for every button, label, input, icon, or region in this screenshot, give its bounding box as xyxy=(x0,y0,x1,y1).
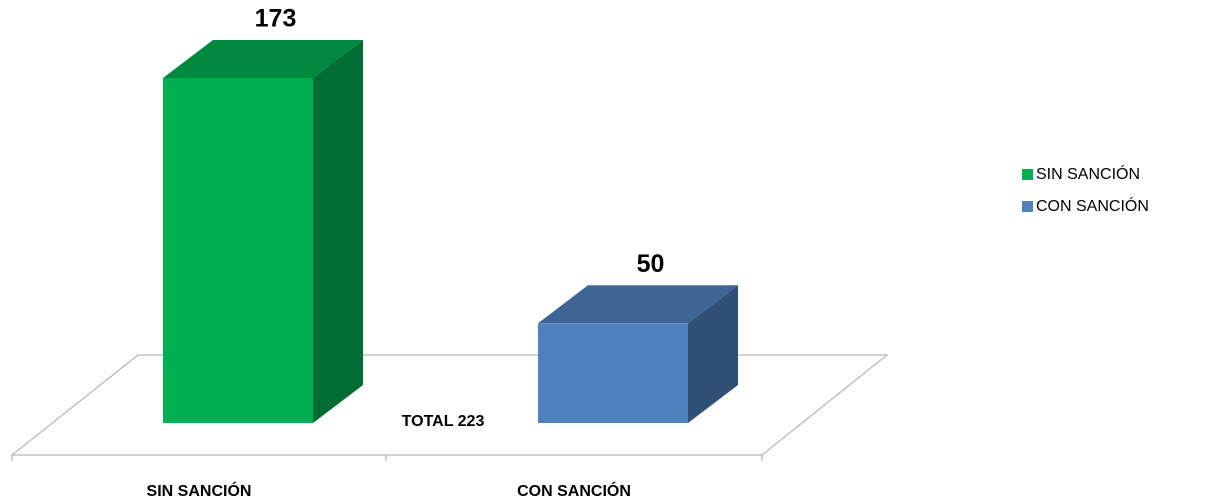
x-tick-label: SIN SANCIÓN xyxy=(147,481,252,499)
bar xyxy=(163,78,313,423)
bar-side xyxy=(313,40,363,423)
legend-label: CON SANCIÓN xyxy=(1036,196,1149,215)
bar xyxy=(538,323,688,423)
bar-top xyxy=(163,40,363,78)
x-tick-label: CON SANCIÓN xyxy=(517,481,631,499)
floor xyxy=(10,354,889,456)
value-label: 50 xyxy=(637,250,665,278)
bar-side xyxy=(688,285,738,423)
legend-swatch xyxy=(1022,169,1033,180)
legend-swatch xyxy=(1022,201,1033,212)
bar-top xyxy=(538,285,738,324)
value-label: 173 xyxy=(255,5,297,33)
annotation: TOTAL 223 xyxy=(402,413,485,430)
legend-label: SIN SANCIÓN xyxy=(1036,164,1140,183)
